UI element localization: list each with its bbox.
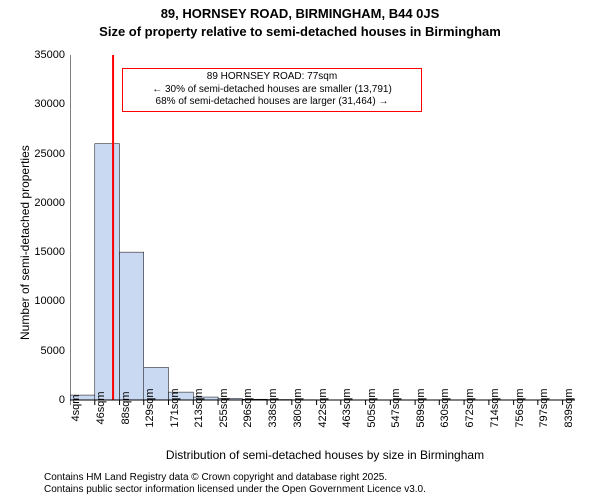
y-tick-label: 20000 [15, 197, 65, 209]
histogram-bar [95, 144, 120, 400]
y-axis-label: Number of semi-detached properties [18, 145, 32, 340]
y-tick-label: 10000 [15, 295, 65, 307]
x-tick-label: 672sqm [464, 388, 476, 427]
x-tick-label: 255sqm [218, 388, 230, 427]
x-tick-label: 714sqm [489, 388, 501, 427]
x-tick-label: 380sqm [292, 388, 304, 427]
x-tick-label: 589sqm [415, 388, 427, 427]
y-tick-label: 0 [15, 394, 65, 406]
x-tick-label: 630sqm [439, 388, 451, 427]
x-tick-label: 171sqm [169, 388, 181, 427]
credits-line-1: Contains HM Land Registry data © Crown c… [44, 472, 426, 484]
y-tick-label: 30000 [15, 98, 65, 110]
credits-line-2: Contains public sector information licen… [44, 484, 426, 496]
x-tick-label: 213sqm [193, 388, 205, 427]
x-tick-label: 463sqm [341, 388, 353, 427]
x-tick-label: 46sqm [95, 391, 107, 424]
y-tick-label: 5000 [15, 345, 65, 357]
histogram-plot [70, 55, 580, 410]
chart-title-main: 89, HORNSEY ROAD, BIRMINGHAM, B44 0JS [0, 6, 600, 21]
x-tick-label: 296sqm [242, 388, 254, 427]
x-axis-label: Distribution of semi-detached houses by … [70, 448, 580, 462]
x-tick-label: 839sqm [563, 388, 575, 427]
x-tick-label: 756sqm [514, 388, 526, 427]
chart-container: 89, HORNSEY ROAD, BIRMINGHAM, B44 0JS Si… [0, 0, 600, 500]
x-tick-label: 505sqm [366, 388, 378, 427]
y-tick-label: 35000 [15, 49, 65, 61]
chart-title-sub: Size of property relative to semi-detach… [0, 24, 600, 39]
x-tick-label: 88sqm [120, 391, 132, 424]
y-tick-label: 15000 [15, 246, 65, 258]
x-tick-label: 422sqm [317, 388, 329, 427]
x-tick-label: 4sqm [70, 395, 82, 422]
x-tick-label: 129sqm [144, 388, 156, 427]
credits-text: Contains HM Land Registry data © Crown c… [44, 472, 426, 496]
y-tick-label: 25000 [15, 148, 65, 160]
x-tick-label: 338sqm [267, 388, 279, 427]
x-tick-label: 547sqm [390, 388, 402, 427]
x-tick-label: 797sqm [538, 388, 550, 427]
histogram-bar [120, 252, 144, 400]
